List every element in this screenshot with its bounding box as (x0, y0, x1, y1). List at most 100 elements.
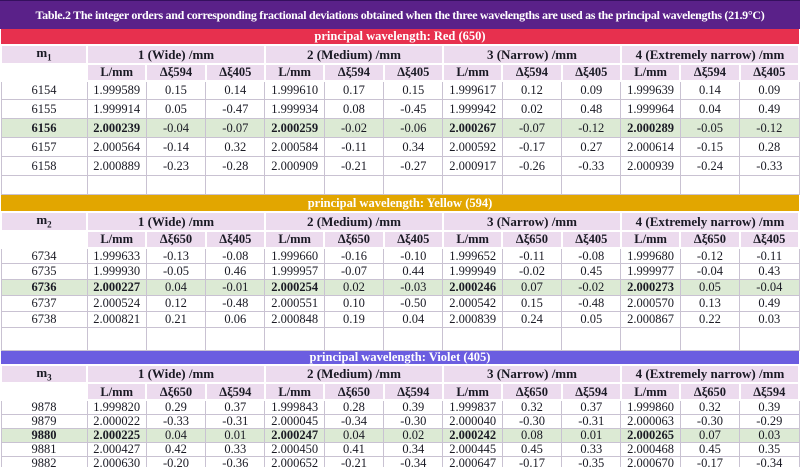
value-cell: 0.19 (323, 311, 385, 329)
value-cell: -0.06 (383, 118, 444, 139)
section-bar-yellow: principal wavelength: Yellow (594) (1, 195, 799, 213)
value-cell: 2.000647 (442, 455, 503, 467)
value-cell: 0.48 (561, 99, 622, 120)
value-cell: 2.000022 (86, 413, 147, 429)
spacer-row (0, 175, 800, 196)
value-cell: 0.14 (679, 80, 741, 101)
value-cell: 0.14 (205, 80, 266, 101)
value-cell: -0.29 (739, 413, 800, 429)
value-cell: 0.03 (739, 427, 800, 443)
value-cell: -0.33 (145, 413, 207, 429)
column-header: Δξ650 (501, 382, 563, 402)
value-cell: -0.28 (205, 156, 266, 177)
m-column-header: m2 (0, 211, 88, 232)
m-subscript: 2 (47, 219, 52, 230)
value-cell: -0.27 (383, 156, 444, 177)
blank-header-cell (0, 382, 88, 402)
column-header: L/mm (85, 382, 148, 402)
value-cell: -0.05 (679, 118, 741, 139)
table-row: 6735 1.999930 -0.05 0.46 1.999957 -0.07 0.44 1.… (0, 263, 800, 281)
column-header: Δξ594 (560, 382, 622, 402)
value-cell: -0.13 (145, 247, 207, 265)
column-header: L/mm (441, 62, 504, 82)
m-value: 6154 (0, 80, 88, 101)
table-row: 6157 2.000564 -0.14 0.32 2.000584 -0.11 0.34 2.… (0, 137, 800, 158)
value-cell: 2.000839 (442, 311, 503, 329)
value-cell: 2.000614 (620, 137, 681, 158)
m-value: 6738 (0, 311, 88, 329)
value-cell: 0.01 (561, 427, 622, 443)
value-cell: 1.999633 (86, 247, 147, 265)
column-header: L/mm (619, 229, 682, 249)
value-cell: -0.07 (205, 118, 266, 139)
value-cell: -0.31 (561, 413, 622, 429)
value-cell: 2.000570 (620, 295, 681, 313)
value-cell: 0.46 (205, 263, 266, 281)
value-cell: 0.02 (383, 427, 444, 443)
column-header: L/mm (263, 229, 326, 249)
column-header: Δξ650 (145, 382, 207, 402)
value-cell: 0.49 (739, 99, 800, 120)
value-cell: -0.01 (205, 279, 266, 297)
value-cell: -0.34 (383, 455, 444, 467)
value-cell: -0.26 (501, 156, 563, 177)
group-header: 2 (Medium) /mm (263, 211, 444, 232)
value-cell: 0.28 (323, 399, 385, 415)
value-cell: 2.000917 (442, 156, 503, 177)
value-cell: -0.36 (205, 455, 266, 467)
value-cell: 0.29 (145, 399, 207, 415)
value-cell: -0.03 (383, 279, 444, 297)
value-cell: -0.48 (205, 295, 266, 313)
table-row: 9878 1.999820 0.29 0.37 1.999843 0.28 0.39 1.99… (0, 399, 800, 415)
value-cell: -0.45 (383, 99, 444, 120)
value-cell: 1.999957 (264, 263, 325, 281)
spacer-row (0, 327, 800, 352)
value-cell: -0.08 (561, 247, 622, 265)
value-cell: -0.15 (679, 137, 741, 158)
section-table-yellow: principal wavelength: Yellow (594) m2 1 (W… (0, 195, 800, 352)
table-row: 6154 1.999589 0.15 0.14 1.999610 0.17 0.15 1.99… (0, 80, 800, 101)
column-header: L/mm (85, 229, 148, 249)
value-cell: 0.07 (679, 427, 741, 443)
value-cell: -0.33 (739, 156, 800, 177)
value-cell: 2.000239 (86, 118, 147, 139)
value-cell: 2.000427 (86, 441, 147, 457)
value-cell: 1.999964 (620, 99, 681, 120)
table-row: 6737 2.000524 0.12 -0.48 2.000551 0.10 -0.50 2.… (0, 295, 800, 313)
value-cell: 1.999617 (442, 80, 503, 101)
value-cell: 2.000867 (620, 311, 681, 329)
value-cell: 2.000267 (442, 118, 503, 139)
group-header: 2 (Medium) /mm (263, 44, 444, 65)
column-header: Δξ405 (560, 229, 622, 249)
value-cell: 0.04 (145, 427, 207, 443)
m-value: 6157 (0, 137, 88, 158)
blank-header-cell (0, 62, 88, 82)
value-cell: -0.12 (679, 247, 741, 265)
value-cell: -0.47 (205, 99, 266, 120)
m-subscript: 1 (47, 52, 52, 63)
value-cell: 2.000289 (620, 118, 681, 139)
value-cell: 0.10 (323, 295, 385, 313)
value-cell: 2.000889 (86, 156, 147, 177)
column-header: Δξ650 (145, 229, 207, 249)
value-cell: -0.14 (145, 137, 207, 158)
value-cell: -0.11 (739, 247, 800, 265)
table-row: 9879 2.000022 -0.33 -0.31 2.000045 -0.34 -0.30… (0, 413, 800, 429)
value-cell: -0.12 (739, 118, 800, 139)
value-cell: 0.24 (501, 311, 563, 329)
value-cell: -0.30 (501, 413, 563, 429)
value-cell: 1.999942 (442, 99, 503, 120)
value-cell: -0.17 (501, 137, 563, 158)
value-cell: 1.999589 (86, 80, 147, 101)
value-cell: 1.999680 (620, 247, 681, 265)
value-cell: 1.999843 (264, 399, 325, 415)
column-header: Δξ594 (738, 382, 800, 402)
value-cell: 0.32 (205, 137, 266, 158)
value-cell: 0.39 (739, 399, 800, 415)
column-header: Δξ594 (501, 62, 563, 82)
value-cell: 0.42 (145, 441, 207, 457)
value-cell: 2.000909 (264, 156, 325, 177)
m-value: 9878 (0, 399, 88, 415)
value-cell: 0.07 (501, 279, 563, 297)
value-cell: -0.04 (739, 279, 800, 297)
